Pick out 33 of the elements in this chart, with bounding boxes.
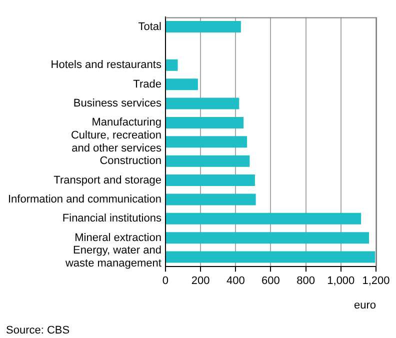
y-tick-label: Total	[138, 20, 162, 33]
x-tick-label: 800	[296, 275, 315, 288]
bar	[166, 78, 198, 90]
bar	[166, 21, 241, 33]
x-tick-label: 200	[191, 275, 210, 288]
bar	[166, 136, 248, 148]
bar	[166, 116, 244, 128]
source-note: Source: CBS	[6, 324, 70, 337]
x-tick-label: 1,200	[362, 275, 390, 288]
y-tick-label: Mineral extraction	[74, 232, 162, 244]
y-tick-label: Hotels and restaurants	[50, 59, 162, 72]
y-tick-label: Construction	[100, 155, 162, 168]
bar	[166, 59, 178, 71]
y-tick-label: Business services	[73, 98, 162, 110]
bar	[166, 194, 256, 206]
bar	[166, 251, 376, 263]
bar	[166, 98, 240, 110]
y-tick-label: Culture, recreation and other services	[70, 129, 162, 155]
x-tick-label: 1,000	[327, 275, 355, 288]
y-tick-label: Manufacturing	[92, 116, 162, 129]
y-tick-label: Information and communication	[8, 193, 162, 206]
y-tick-label: Financial institutions	[62, 212, 162, 225]
y-tick-label: Energy, water and waste management	[64, 244, 162, 270]
y-tick-label: Transport and storage	[54, 174, 162, 186]
y-tick-label: Trade	[133, 78, 162, 90]
bar	[166, 174, 255, 186]
x-tick-label: 0	[162, 275, 169, 288]
x-tick-label: 400	[226, 275, 245, 288]
bar	[166, 232, 369, 244]
bar	[166, 155, 250, 167]
x-tick-label: 600	[262, 275, 280, 288]
x-axis-title: euro	[354, 299, 376, 312]
bar	[166, 212, 362, 224]
